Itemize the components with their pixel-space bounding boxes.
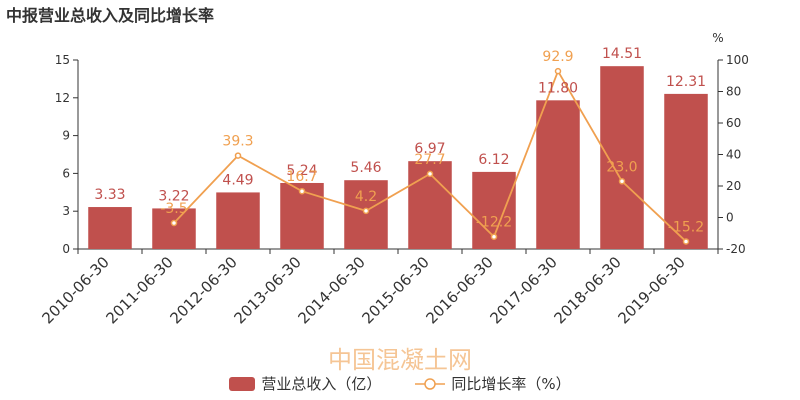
bar-value-label: 5.46 — [350, 160, 381, 176]
bar — [600, 66, 644, 249]
chart-title: 中报营业总收入及同比增长率 — [6, 6, 215, 25]
y-right-tick-label: 60 — [726, 116, 741, 130]
growth-value-label: 39.3 — [222, 134, 253, 150]
x-tick-label: 2010-06-30 — [38, 253, 112, 327]
x-tick-label: 2018-06-30 — [550, 253, 624, 327]
bar — [664, 93, 708, 249]
y-right-tick-label: 80 — [726, 85, 741, 99]
growth-point — [426, 170, 434, 178]
y-left-tick-label: 15 — [55, 53, 70, 67]
y-right-tick-label: 0 — [726, 211, 734, 225]
growth-value-label: 92.9 — [542, 49, 573, 65]
bar-value-label: 3.33 — [94, 187, 125, 203]
bar-value-label: 5.24 — [286, 163, 317, 179]
legend: 营业总收入（亿） 同比增长率（%） — [0, 373, 800, 394]
legend-swatch-revenue — [229, 376, 256, 391]
growth-value-label: -15.2 — [668, 219, 704, 235]
growth-point — [618, 178, 626, 185]
legend-item-revenue[interactable]: 营业总收入（亿） — [229, 373, 381, 394]
growth-point — [682, 238, 690, 245]
growth-point — [170, 219, 178, 227]
bar-value-label: 4.49 — [222, 172, 253, 188]
y-left-tick-label: 9 — [62, 129, 70, 143]
y-right-unit: % — [712, 31, 723, 45]
legend-item-growth[interactable]: 同比增长率（%） — [415, 373, 571, 394]
watermark: 中国混凝土网 — [328, 346, 472, 374]
y-right-tick-label: 40 — [726, 148, 741, 162]
bar-value-label: 14.51 — [602, 46, 642, 62]
growth-point — [298, 187, 306, 195]
x-tick-label: 2012-06-30 — [166, 253, 240, 327]
growth-value-label: 4.2 — [355, 189, 377, 205]
x-tick-label: 2013-06-30 — [230, 253, 304, 327]
x-tick-label: 2015-06-30 — [358, 253, 432, 327]
growth-value-label: -12.2 — [476, 215, 512, 231]
y-left-tick-label: 0 — [62, 242, 70, 256]
bar — [344, 180, 388, 249]
growth-value-label: 16.7 — [286, 169, 317, 185]
y-right-tick-label: -20 — [726, 242, 746, 256]
growth-value-label: 23.0 — [606, 159, 637, 175]
y-right-tick-label: 20 — [726, 179, 741, 193]
growth-point — [490, 233, 498, 240]
bar — [536, 100, 580, 249]
x-tick-label: 2016-06-30 — [422, 253, 496, 327]
bar — [152, 208, 196, 249]
y-left-tick-label: 3 — [62, 204, 70, 218]
bar — [216, 192, 260, 249]
legend-label-revenue: 营业总收入（亿） — [261, 375, 382, 393]
growth-point — [362, 207, 370, 215]
y-left-tick-label: 6 — [62, 166, 70, 180]
bar-value-label: 3.22 — [158, 188, 189, 204]
bar — [88, 207, 132, 249]
growth-value-label: 27.7 — [414, 152, 445, 168]
y-right-tick-label: 100 — [726, 53, 749, 67]
growth-point — [234, 152, 242, 159]
x-tick-label: 2014-06-30 — [294, 253, 368, 327]
x-tick-label: 2011-06-30 — [102, 253, 176, 327]
growth-point — [554, 67, 562, 75]
x-tick-label: 2017-06-30 — [486, 253, 560, 327]
legend-label-growth: 同比增长率（%） — [451, 375, 571, 393]
bar-value-label: 12.31 — [666, 74, 706, 90]
x-tick-label: 2019-06-30 — [614, 253, 688, 327]
bar-value-label: 6.12 — [478, 152, 509, 168]
legend-swatch-growth — [415, 377, 446, 390]
bar-value-label: 11.80 — [538, 80, 578, 96]
y-left-tick-label: 12 — [55, 91, 70, 105]
bar-value-label: 6.97 — [414, 141, 445, 157]
growth-value-label: -3.5 — [160, 201, 187, 217]
